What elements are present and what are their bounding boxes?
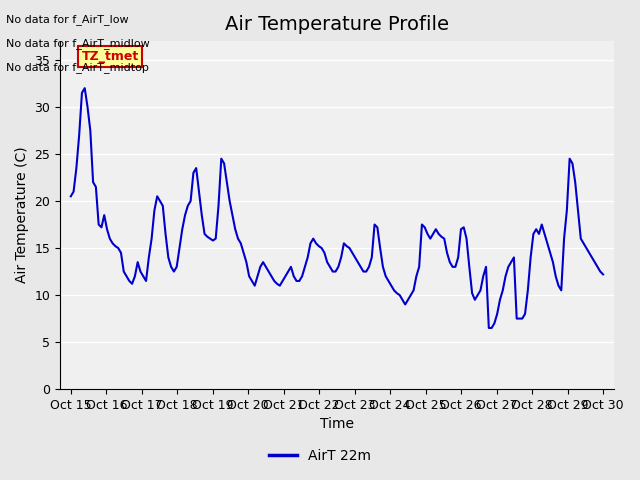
Y-axis label: Air Temperature (C): Air Temperature (C) (15, 147, 29, 283)
Text: No data for f_AirT_low: No data for f_AirT_low (6, 14, 129, 25)
Legend: AirT 22m: AirT 22m (264, 443, 376, 468)
Text: No data for f_AirT_midtop: No data for f_AirT_midtop (6, 62, 149, 73)
Title: Air Temperature Profile: Air Temperature Profile (225, 15, 449, 34)
Text: No data for f_AirT_midlow: No data for f_AirT_midlow (6, 38, 150, 49)
X-axis label: Time: Time (320, 418, 354, 432)
Text: TZ_tmet: TZ_tmet (81, 50, 139, 63)
